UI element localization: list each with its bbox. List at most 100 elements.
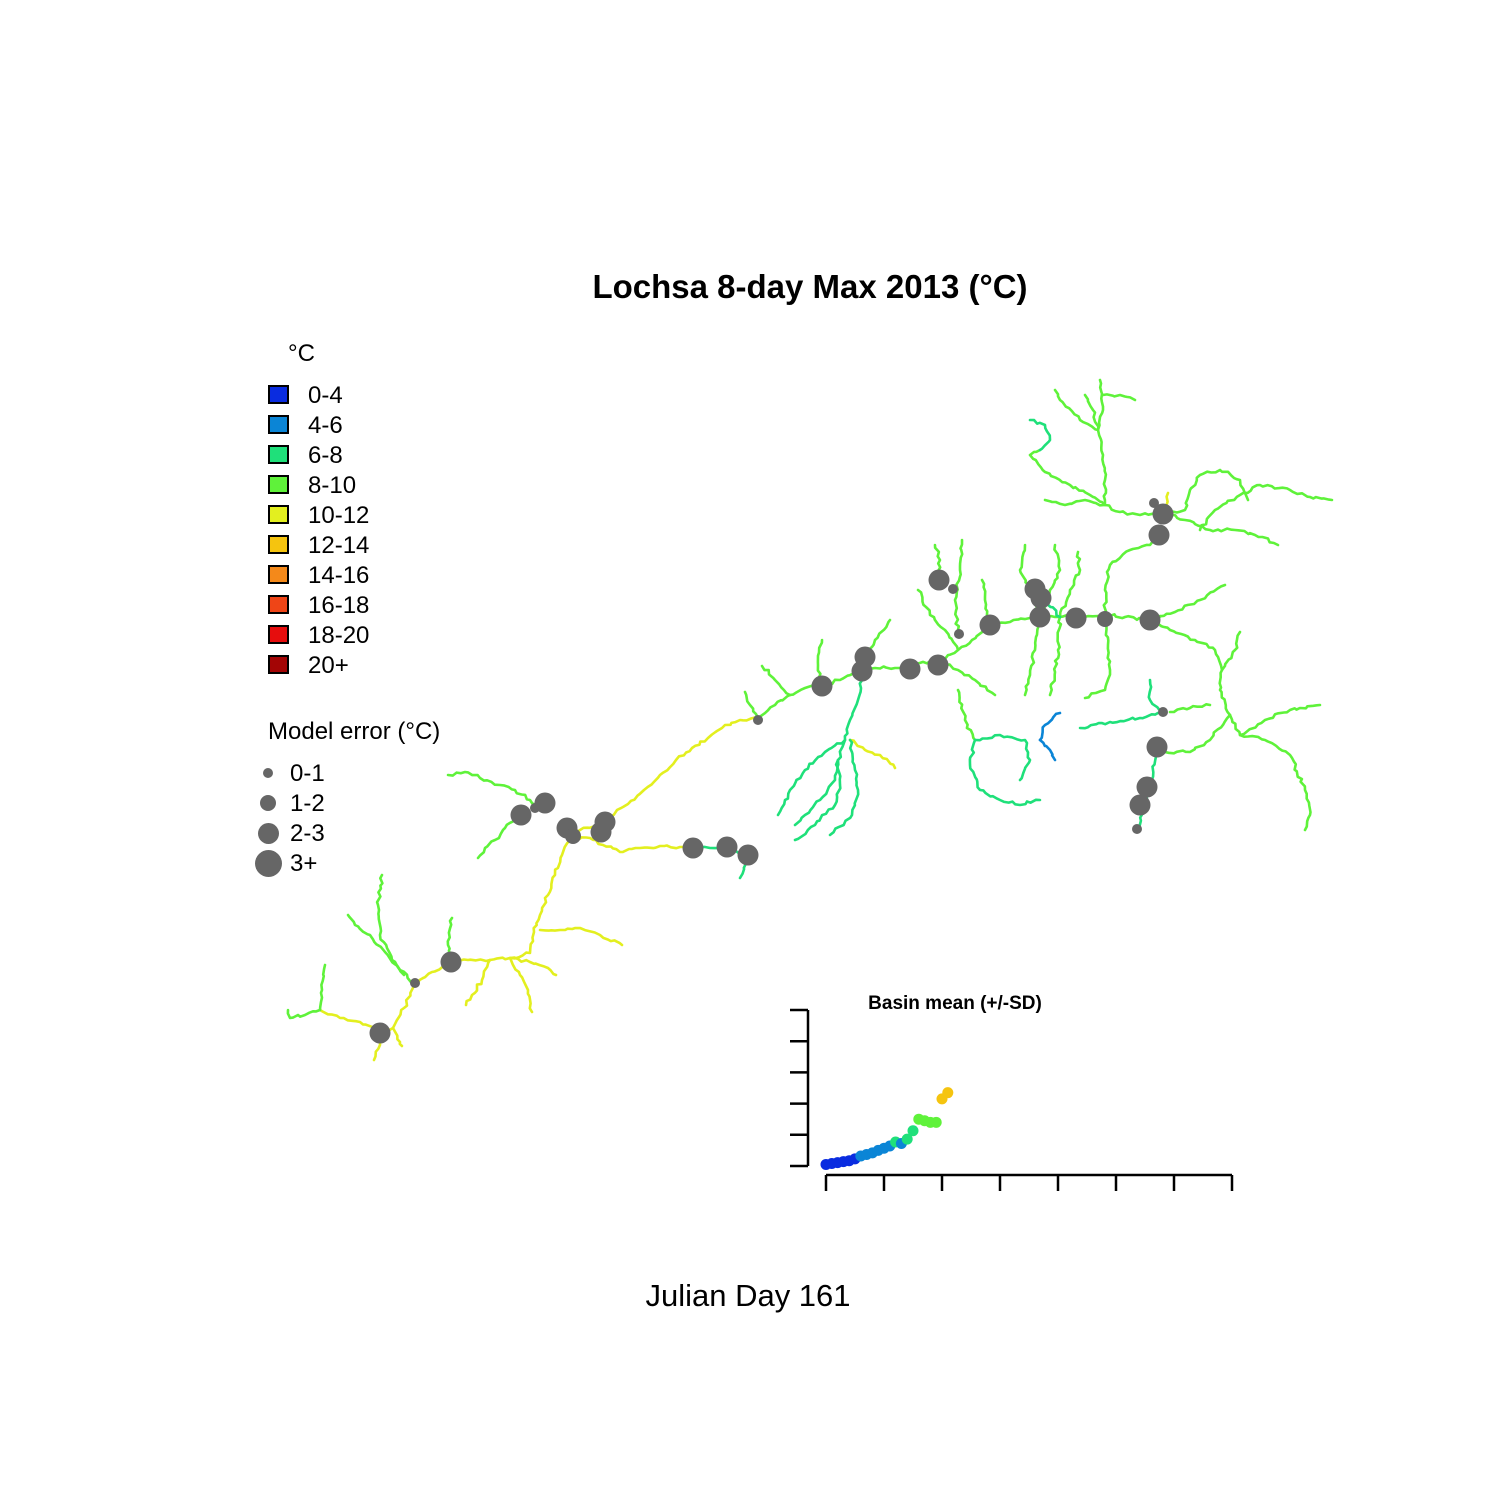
temperature-legend-item: 10-12 — [268, 500, 468, 529]
stream-segment — [828, 738, 860, 837]
model-error-point — [716, 836, 738, 858]
model-error-point — [1097, 611, 1113, 627]
legend-range-label: 12-14 — [308, 532, 370, 559]
stream-segment — [1028, 418, 1052, 452]
model-error-legend-item: 0-1 — [258, 760, 458, 790]
stream-segment — [1038, 711, 1062, 742]
stream-segment — [1058, 550, 1082, 619]
error-range-label: 3+ — [290, 850, 318, 877]
model-error-point — [1030, 587, 1052, 609]
stream-segment — [1053, 388, 1100, 432]
stream-segment — [1162, 511, 1280, 547]
error-size-dot — [260, 795, 276, 811]
basin-mean-inset-chart — [790, 1008, 1234, 1191]
model-error-point — [1152, 503, 1174, 525]
legend-range-label: 16-18 — [308, 592, 370, 619]
stream-segment — [793, 670, 864, 827]
legend-color-swatch — [268, 505, 289, 524]
stream-segment — [1028, 448, 1107, 507]
legend-color-swatch — [268, 595, 289, 614]
model-error-point — [811, 675, 833, 697]
stream-segment — [372, 716, 760, 1062]
temperature-legend-item: 12-14 — [268, 530, 468, 559]
legend-range-label: 20+ — [308, 652, 349, 679]
basin-mean-point — [907, 1125, 919, 1137]
error-range-label: 2-3 — [290, 820, 325, 847]
model-error-point — [1129, 794, 1151, 816]
model-error-point — [928, 569, 950, 591]
stream-segment — [476, 813, 522, 860]
stream-segment — [956, 688, 977, 742]
model-error-point — [927, 654, 949, 676]
model-error-point — [753, 715, 763, 725]
model-error-point — [979, 614, 1001, 636]
model-error-point — [1132, 824, 1142, 834]
model-error-point — [410, 978, 420, 988]
stream-segment — [793, 758, 842, 842]
model-error-point — [510, 804, 532, 826]
model-error-point — [682, 837, 704, 859]
stream-segment — [1148, 618, 1312, 832]
stream-segment — [760, 664, 792, 697]
stream-segment — [508, 956, 534, 1014]
legend-color-swatch — [268, 445, 289, 464]
stream-segment — [1023, 615, 1042, 697]
legend-color-swatch — [268, 565, 289, 584]
temperature-legend-item: 6-8 — [268, 440, 468, 469]
legend-range-label: 18-20 — [308, 622, 370, 649]
model-error-legend-heading: Model error (°C) — [268, 718, 441, 745]
stream-segment — [1238, 703, 1322, 737]
model-error-legend-item: 2-3 — [257, 820, 458, 850]
stream-segment — [1043, 498, 1107, 507]
model-error-point — [1029, 606, 1051, 628]
stream-segment — [1101, 393, 1137, 402]
stream-segment — [848, 738, 897, 770]
julian-day-label: Julian Day 161 — [645, 1278, 851, 1313]
model-error-point — [565, 828, 581, 844]
basin-mean-point — [901, 1133, 913, 1145]
basin-mean-point — [942, 1087, 954, 1099]
legend-color-swatch — [268, 475, 289, 494]
stream-segment — [538, 926, 624, 947]
model-error-point — [534, 792, 556, 814]
stream-segment — [1078, 710, 1164, 730]
error-size-dot — [263, 768, 273, 778]
temperature-legend-item: 14-16 — [268, 560, 468, 589]
stream-segment — [1162, 468, 1250, 515]
model-error-point — [737, 844, 759, 866]
legend-range-label: 8-10 — [308, 472, 357, 499]
stream-segment — [916, 588, 960, 652]
stream-segment — [569, 836, 695, 854]
error-size-dot — [254, 849, 282, 877]
model-error-point — [1149, 498, 1159, 508]
temperature-legend-item: 8-10 — [268, 470, 468, 499]
temperature-legend-item: 4-6 — [268, 410, 468, 439]
temperature-legend-heading: °C — [288, 340, 315, 367]
stream-segment — [743, 690, 760, 720]
error-size-dot — [257, 822, 279, 844]
model-error-point — [369, 1022, 391, 1044]
legend-range-label: 0-4 — [308, 382, 343, 409]
stream-segment — [446, 770, 547, 812]
stream-segment — [391, 1026, 404, 1048]
model-error-point — [1158, 707, 1168, 717]
stream-segment — [346, 913, 416, 987]
legend-color-swatch — [268, 415, 289, 434]
legend-range-label: 10-12 — [308, 502, 370, 529]
stream-segment — [973, 733, 1032, 782]
stream-segment — [318, 963, 327, 1012]
temperature-legend-item: 20+ — [268, 650, 468, 679]
stream-segment — [1198, 483, 1334, 532]
stream-segment — [1038, 738, 1057, 762]
stream-segment — [968, 738, 1042, 807]
legend-color-swatch — [268, 535, 289, 554]
stream-segment — [286, 1008, 322, 1020]
legend-range-label: 14-16 — [308, 562, 370, 589]
stream-segment — [1083, 613, 1112, 700]
stream-segment — [938, 658, 997, 697]
error-range-label: 0-1 — [290, 760, 325, 787]
stream-segment — [1220, 630, 1242, 672]
legend-range-label: 4-6 — [308, 412, 343, 439]
